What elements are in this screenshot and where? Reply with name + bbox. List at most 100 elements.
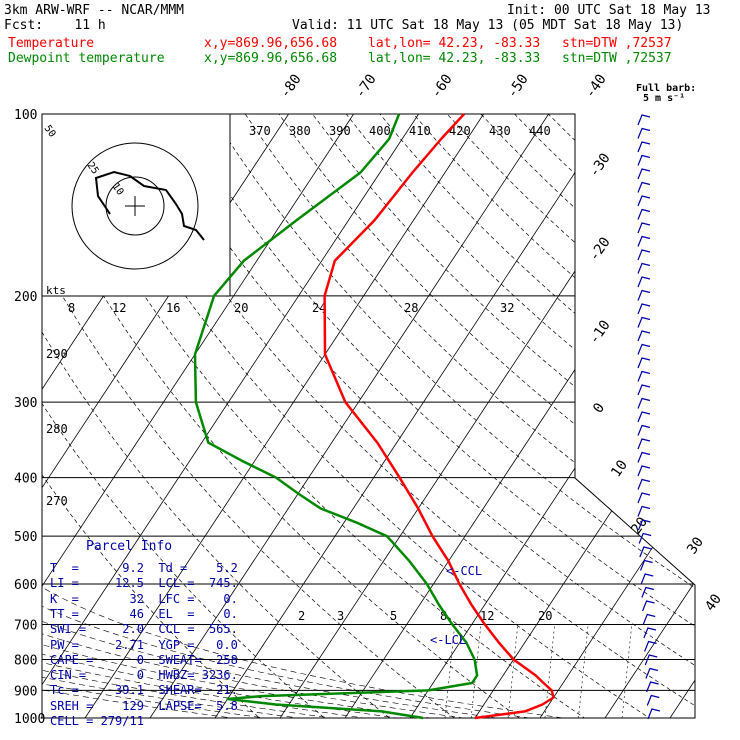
isotherm-label: 0 — [590, 400, 608, 416]
isotherm-line — [76, 114, 503, 718]
isotherm-line — [141, 114, 568, 718]
dry-adiabat-line — [488, 114, 695, 718]
dry-adiabat-line — [42, 114, 538, 718]
dry-adiabat-line — [227, 114, 695, 718]
hodograph-box — [41, 113, 231, 297]
wind-barb — [637, 465, 651, 477]
theta-label: 390 — [329, 124, 351, 138]
pressure-tick-label: 600 — [14, 578, 37, 593]
dry-adiabat-line — [194, 114, 695, 718]
hodograph-speed-tick: 28 — [404, 301, 418, 315]
wind-barb — [637, 316, 651, 328]
wind-barb — [637, 235, 651, 247]
isotherm-label: 40 — [702, 591, 725, 614]
wind-barb — [637, 397, 651, 409]
hodograph-speed-tick: 32 — [500, 301, 514, 315]
hodograph-ring-outer — [71, 142, 199, 270]
wind-barb — [643, 627, 657, 639]
wind-barb — [637, 357, 651, 369]
ccl-marker: <-CCL — [446, 564, 482, 578]
wind-barb — [637, 141, 651, 153]
isotherm-label: -50 — [504, 71, 532, 101]
wind-barb — [637, 519, 651, 531]
moist-adiabat-line — [42, 295, 467, 718]
mixing-ratio-label: 8 — [440, 609, 447, 623]
dewpoint-latlon: lat,lon= 42.23, -83.33 — [368, 51, 541, 66]
wind-barb — [637, 370, 651, 382]
wind-barb — [637, 222, 651, 234]
dry-adiabat-line — [42, 114, 406, 718]
parcel-info-row: CIN = 0 HWBZ= 3236. — [50, 668, 238, 683]
isotherm-line — [271, 114, 695, 718]
theta-e-label: 270 — [46, 494, 68, 508]
mixing-ratio-line — [507, 624, 519, 718]
wind-barb — [647, 708, 661, 720]
barb-unit-label: 5 m s⁻¹ — [643, 93, 686, 104]
wind-barb — [637, 505, 651, 517]
wind-barb — [637, 195, 651, 207]
hodograph-speed-tick: 24 — [312, 301, 326, 315]
wind-barb — [639, 546, 652, 558]
theta-label: 410 — [409, 124, 431, 138]
parcel-info-row: CELL = 279/11 — [50, 714, 238, 728]
model-title: 3km ARW-WRF -- NCAR/MMM — [4, 3, 185, 18]
pressure-tick-label: 800 — [14, 653, 37, 668]
wind-barb — [644, 654, 658, 666]
wind-barb — [640, 573, 654, 585]
dewpoint-profile — [193, 113, 479, 720]
wind-barb — [637, 181, 651, 193]
valid-time: Valid: 11 UTC Sat 18 May 13 (05 MDT Sat … — [292, 18, 684, 33]
wind-barb — [638, 532, 652, 544]
dry-adiabat-line — [619, 114, 695, 718]
isotherm-label: -40 — [582, 71, 610, 101]
isotherm-label: 10 — [608, 457, 631, 480]
isotherm-line — [42, 114, 373, 718]
forecast-hour: Fcst: 11 h — [4, 18, 106, 33]
mixing-ratio-label: 20 — [538, 609, 552, 623]
isotherm-line — [206, 114, 633, 718]
temperature-profile — [323, 113, 555, 720]
lcl-marker: <-LCL — [430, 633, 466, 647]
parcel-info-row: Tc = 39.1 SHEAR= 21. — [50, 683, 238, 698]
dry-adiabat-line — [42, 114, 472, 718]
pressure-tick-label: 400 — [14, 472, 37, 487]
isotherm-label: -60 — [428, 71, 456, 101]
temperature-xy: x,y=869.96,656.68 — [204, 36, 338, 51]
parcel-info-row: LI = 12.5 LCL = 745. — [50, 576, 238, 591]
dry-adiabat-line — [684, 114, 695, 718]
wind-barb — [642, 613, 656, 625]
dewpoint-legend-label: Dewpoint temperature — [8, 51, 165, 66]
pressure-tick-label: 1000 — [14, 712, 45, 727]
isotherm-label: -20 — [586, 234, 614, 264]
pressure-tick-label: 900 — [14, 684, 37, 699]
wind-barb — [641, 586, 655, 598]
wind-barb — [637, 114, 651, 126]
dry-adiabat-line — [161, 114, 695, 718]
theta-e-label: 290 — [46, 347, 68, 361]
pressure-tick-label: 300 — [14, 396, 37, 411]
temperature-station: stn=DTW ,72537 — [562, 36, 672, 51]
moist-adiabat-line — [42, 295, 435, 718]
dewpoint-station: stn=DTW ,72537 — [562, 51, 672, 66]
wind-barb — [637, 249, 651, 261]
wind-barb — [637, 451, 651, 463]
parcel-info-row: SWI = 2.0 CCL = 565. — [50, 622, 238, 637]
mixing-ratio-line — [621, 624, 633, 718]
dry-adiabat-line — [96, 114, 695, 718]
hodograph-ring-inner — [105, 176, 165, 236]
wind-barb — [637, 262, 651, 274]
isotherm-line — [661, 114, 695, 718]
wind-barb — [646, 681, 659, 693]
dry-adiabat-line — [553, 114, 695, 718]
isotherm-label: -10 — [586, 317, 614, 347]
temperature-latlon: lat,lon= 42.23, -83.33 — [368, 36, 541, 51]
parcel-info-row: TT = 46 EL = 0. — [50, 606, 238, 621]
isotherm-line — [42, 114, 308, 718]
parcel-info-row: CAPE = 0 SWEAT= 258 — [50, 652, 238, 667]
parcel-info-row: T = 9.2 Td = 5.2 — [50, 561, 238, 575]
moist-adiabat-line — [42, 295, 662, 718]
wind-barb — [637, 208, 651, 220]
mixing-ratio-label: 12 — [480, 609, 494, 623]
hodograph-speed-tick: 20 — [234, 301, 248, 315]
hodograph-speed-tick: 8 — [68, 301, 75, 315]
